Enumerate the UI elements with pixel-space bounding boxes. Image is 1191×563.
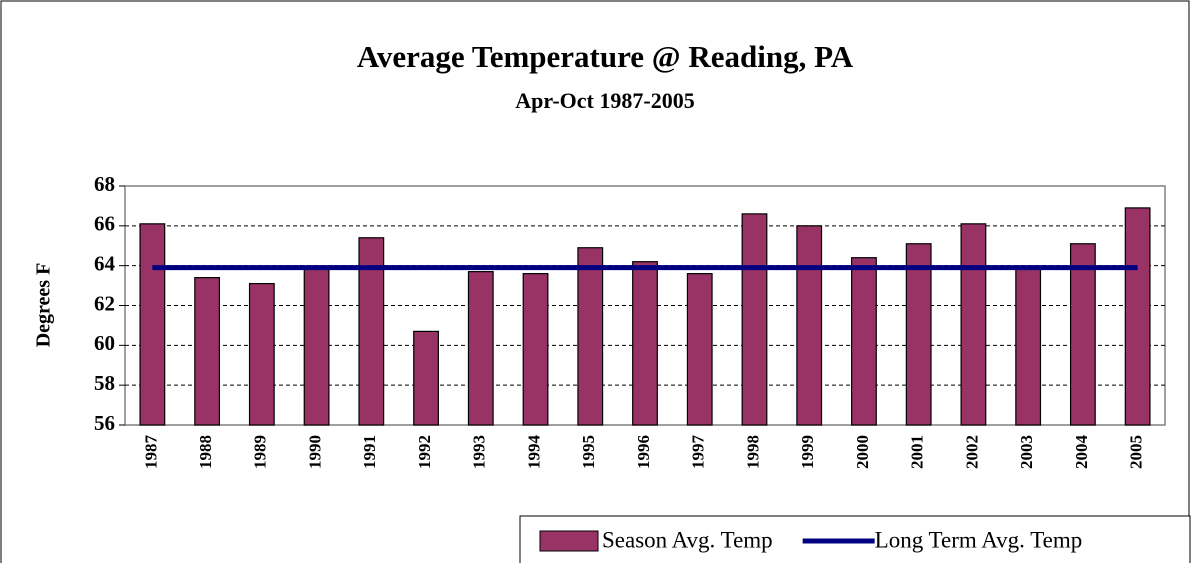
bar [851, 257, 877, 426]
x-tick-label: 1996 [634, 435, 653, 469]
bar [1069, 243, 1096, 426]
bar [1015, 267, 1042, 426]
x-tick-label: 1997 [689, 435, 708, 470]
x-tick-label: 1990 [305, 435, 324, 469]
chart-title: Average Temperature @ Reading, PA [357, 39, 854, 74]
bar [632, 261, 658, 426]
x-tick-label: 1994 [524, 435, 543, 470]
legend-label: Long Term Avg. Temp [875, 527, 1083, 552]
bar [248, 282, 275, 426]
y-tick-label: 66 [94, 212, 115, 236]
bar [194, 277, 221, 426]
x-tick-label: 1989 [251, 435, 270, 469]
legend-swatch [539, 530, 599, 552]
bar [741, 213, 768, 426]
legend-label: Season Avg. Temp [602, 527, 773, 552]
x-tick-label: 1998 [743, 435, 762, 469]
y-tick-label: 58 [94, 371, 115, 395]
x-tick-label: 2002 [962, 435, 981, 469]
bar [139, 223, 166, 426]
bar [577, 247, 604, 426]
x-tick-label: 2005 [1127, 435, 1146, 469]
bar [467, 271, 494, 426]
bar [522, 273, 549, 426]
chart-subtitle: Apr-Oct 1987-2005 [515, 88, 694, 113]
bar [796, 225, 823, 426]
y-tick-label: 62 [94, 291, 115, 315]
y-tick-label: 56 [94, 411, 115, 435]
x-tick-label: 2004 [1072, 435, 1091, 470]
x-tick-label: 2001 [908, 435, 927, 469]
x-tick-label: 1995 [579, 435, 598, 469]
x-tick-label: 1988 [196, 435, 215, 469]
y-axis-label: Degrees F [33, 263, 55, 348]
x-tick-label: 2000 [853, 435, 872, 469]
bar [905, 243, 932, 426]
bar [686, 273, 713, 426]
bar [960, 223, 987, 426]
bar [1124, 207, 1151, 426]
y-tick-label: 68 [94, 172, 115, 196]
x-tick-label: 1987 [141, 435, 160, 470]
bar [413, 330, 439, 426]
y-tick-label: 60 [94, 331, 115, 355]
bar [303, 267, 330, 426]
x-tick-label: 1993 [470, 435, 489, 469]
x-tick-label: 1992 [415, 435, 434, 469]
x-tick-label: 1991 [360, 435, 379, 469]
x-tick-label: 2003 [1017, 435, 1036, 469]
y-tick-label: 64 [94, 251, 116, 275]
x-tick-label: 1999 [798, 435, 817, 469]
